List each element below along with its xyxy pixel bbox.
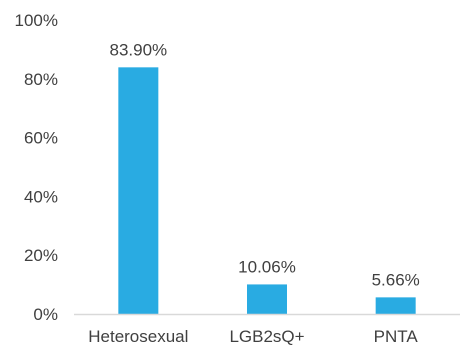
x-axis-labels: Heterosexual LGB2sQ+ PNTA <box>88 327 418 346</box>
data-labels: 83.90% 10.06% 5.66% <box>109 40 419 289</box>
y-tick-label: 20% <box>24 246 58 265</box>
data-label: 83.90% <box>109 40 167 59</box>
y-tick-label: 60% <box>24 129 58 148</box>
data-label: 10.06% <box>238 257 296 276</box>
x-tick-label: Heterosexual <box>88 327 188 346</box>
bar <box>247 284 287 314</box>
bars <box>118 67 416 314</box>
y-tick-label: 0% <box>33 305 58 324</box>
y-tick-label: 80% <box>24 70 58 89</box>
y-axis-ticks: 0% 20% 40% 60% 80% 100% <box>15 11 58 324</box>
y-tick-label: 100% <box>15 11 58 30</box>
data-label: 5.66% <box>372 270 420 289</box>
x-tick-label: LGB2sQ+ <box>229 327 304 346</box>
bar <box>375 297 416 314</box>
y-tick-label: 40% <box>24 187 58 206</box>
x-tick-label: PNTA <box>374 327 419 346</box>
bar <box>118 67 159 314</box>
